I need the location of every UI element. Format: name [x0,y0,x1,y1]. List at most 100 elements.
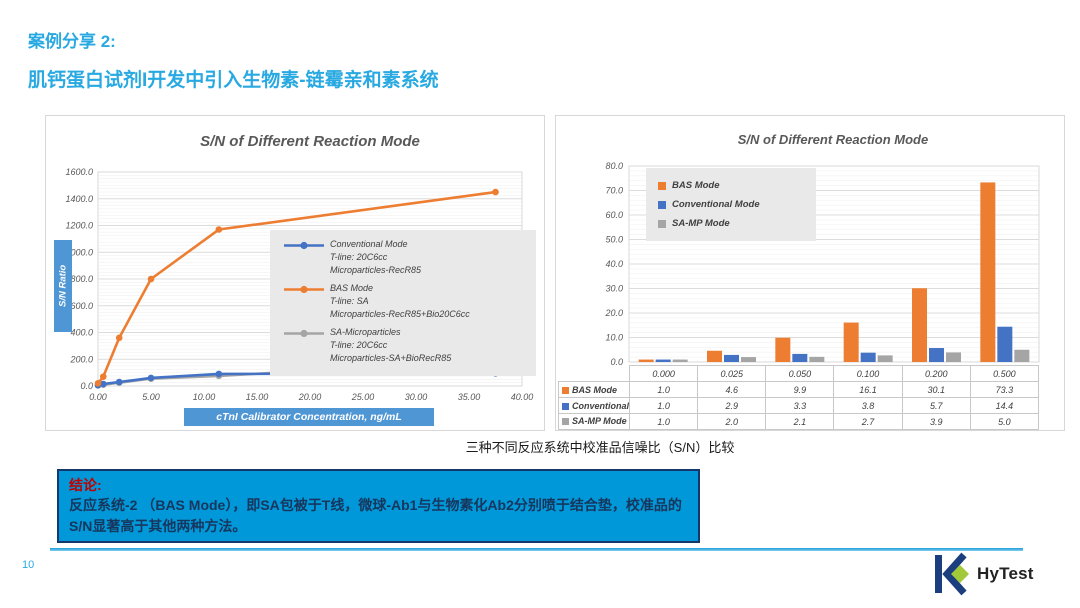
legend-entry: BAS Mode [658,176,804,195]
series-name: BAS Mode [572,384,617,395]
table-row: SA-MP Mode?1.02.02.12.73.95.0 [558,413,1040,430]
svg-text:800.0: 800.0 [70,274,93,284]
table-value-cell: 14.4 [969,397,1040,414]
table-series-label: SA-MP Mode? [558,413,630,430]
svg-text:1000.0: 1000.0 [65,247,93,257]
svg-text:30.00: 30.00 [405,392,428,402]
svg-text:600.0: 600.0 [70,301,93,311]
y-tick-labels: 0.0 10.0 20.0 30.0 40.0 50.0 60.0 70.0 80.0 [604,161,623,367]
svg-text:200.0: 200.0 [69,354,93,364]
legend-line-marker [284,286,324,294]
slide-header: 案例分享 2: 肌钙蛋白试剂I开发中引入生物素-链霉亲和素系统 [28,27,439,92]
table-category-cell: 0.000 [628,365,699,382]
table-value-cell: 1.0 [628,397,699,414]
table-value-cell: 73.3 [969,381,1040,398]
line-chart-panel: 0.0 200.0 400.0 600.0 800.0 1000.0 1200.0 1400.… [45,115,545,431]
svg-text:25.00: 25.00 [351,392,375,402]
legend-color-square [658,219,666,228]
series-bas-mode [94,188,499,387]
table-value-cell: 2.7 [833,413,903,430]
svg-text:50.0: 50.0 [605,235,623,245]
svg-text:400.0: 400.0 [70,328,93,338]
footer-divider [50,548,1023,551]
table-category-cell: 0.025 [697,365,767,382]
table-value-cell: 30.1 [901,381,971,398]
legend-entry: BAS Mode T-line: SA Microparticles-RecR85+… [282,282,536,321]
svg-text:70.0: 70.0 [605,186,623,196]
conclusion-box: 结论: 反应系统-2 （BAS Mode），即SA包被于T线，微球-Ab1与生物… [57,469,700,543]
table-value-cell: 3.3 [765,397,835,414]
page-number: 10 [22,559,35,571]
table-value-cell: 2.1 [765,413,835,430]
svg-text:1200.0: 1200.0 [65,221,93,231]
legend-line-marker [284,330,324,338]
data-table-wrap: 0.000 0.025 0.050 0.100 0.200 0.500 BAS Mode 1.… [558,365,1040,430]
table-category-cell: 0.050 [765,365,835,382]
table-series-label: BAS Mode [558,381,630,398]
table-value-cell: 1.0 [628,381,699,398]
table-category-cell: 0.100 [833,365,903,382]
y-tick-labels: 0.0 200.0 400.0 600.0 800.0 1000.0 1200.0 1400.… [65,167,93,391]
legend-series-desc: T-line: 20C6cc [330,340,388,351]
svg-text:35.00: 35.00 [458,392,481,402]
svg-text:60.0: 60.0 [605,210,623,220]
x-tick-labels: 0.00 5.00 10.00 15.00 20.00 25.00 30.00 35.00 40… [89,392,533,402]
series-name: Conventional Mode [572,400,630,411]
table-value-cell: 16.1 [833,381,903,398]
bar-chart-title: S/N of Different Reaction Mode [737,132,929,147]
table-value-cell: 5.0 [969,413,1040,430]
legend-series-desc: Microparticles-RecR85+Bio20C6cc [330,309,470,320]
legend-label: SA-MP Mode [672,218,730,229]
svg-text:10.0: 10.0 [605,333,623,343]
case-subtitle: 肌钙蛋白试剂I开发中引入生物素-链霉亲和素系统 [28,70,439,91]
table-value-cell: 2.9 [697,397,767,414]
bars-conventional-mode [655,326,1013,362]
svg-text:20.00: 20.00 [298,392,322,402]
legend-entry: SA-Microparticles T-line: 20C6cc Micropart… [282,326,536,365]
table-corner-cell [559,366,630,382]
legend-color-square [658,200,666,209]
svg-text:1400.0: 1400.0 [65,194,93,204]
table-value-cell: 2.0 [697,413,767,430]
table-header-row: 0.000 0.025 0.050 0.100 0.200 0.500 [559,365,1040,382]
series-name: SA-MP Mode [572,416,627,426]
svg-text:5.00: 5.00 [142,392,160,402]
table-series-label: Conventional Mode [558,397,630,414]
legend-text: BAS Mode T-line: SA Microparticles-RecR85+… [326,282,470,321]
svg-text:0.0: 0.0 [610,357,623,367]
svg-text:40.00: 40.00 [511,392,534,402]
legend-series-desc: Microparticles-SA+BioRecR85 [330,353,452,364]
hytest-logo: HyTest [932,551,1034,597]
bar-chart-panel: 0.0 10.0 20.0 30.0 40.0 50.0 60.0 70.0 80.0 S/N … [555,115,1065,431]
table-value-cell: 1.0 [628,413,699,430]
table-value-cell: 3.8 [833,397,903,414]
sn-data-table: 0.000 0.025 0.050 0.100 0.200 0.500 BAS Mode 1.… [558,365,1040,430]
legend-entry: SA-MP Mode [658,214,804,233]
line-chart-title: S/N of Different Reaction Mode [200,133,420,150]
figure-caption: 三种不同反应系统中校准品信噪比（S/N）比较 [465,440,735,455]
series-color-square [562,402,569,410]
hytest-logo-text: HyTest [977,564,1034,583]
table-category-cell: 0.200 [901,365,971,382]
legend-entry: Conventional Mode T-line: 20C6cc Micropart… [282,238,536,277]
svg-text:1600.0: 1600.0 [65,167,93,177]
x-axis-label: cTnI Calibrator Concentration, ng/mL [184,408,434,426]
legend-series-desc: Microparticles-RecR85 [330,265,422,276]
svg-text:15.00: 15.00 [246,392,269,402]
legend-text: Conventional Mode T-line: 20C6cc Micropart… [326,238,421,277]
table-value-cell: 5.7 [901,397,971,414]
legend-entry: Conventional Mode [658,195,804,214]
svg-text:80.0: 80.0 [605,161,623,171]
bars-bas-mode [638,182,996,362]
legend-series-name: BAS Mode [330,283,374,294]
table-category-cell: 0.500 [969,365,1040,382]
legend-series-desc: T-line: 20C6cc [330,252,388,263]
svg-text:30.0: 30.0 [605,284,623,294]
legend-series-name: SA-Microparticles [330,327,401,338]
hytest-logo-mark [935,552,969,596]
bar-chart-legend: BAS Mode Conventional Mode SA-MP Mode [646,168,816,241]
table-row: BAS Mode 1.0 4.6 9.9 16.1 30.1 73.3 [558,381,1040,398]
table-value-cell: 4.6 [697,381,767,398]
